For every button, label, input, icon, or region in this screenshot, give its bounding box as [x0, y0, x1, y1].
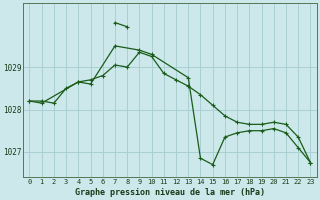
- X-axis label: Graphe pression niveau de la mer (hPa): Graphe pression niveau de la mer (hPa): [75, 188, 265, 197]
